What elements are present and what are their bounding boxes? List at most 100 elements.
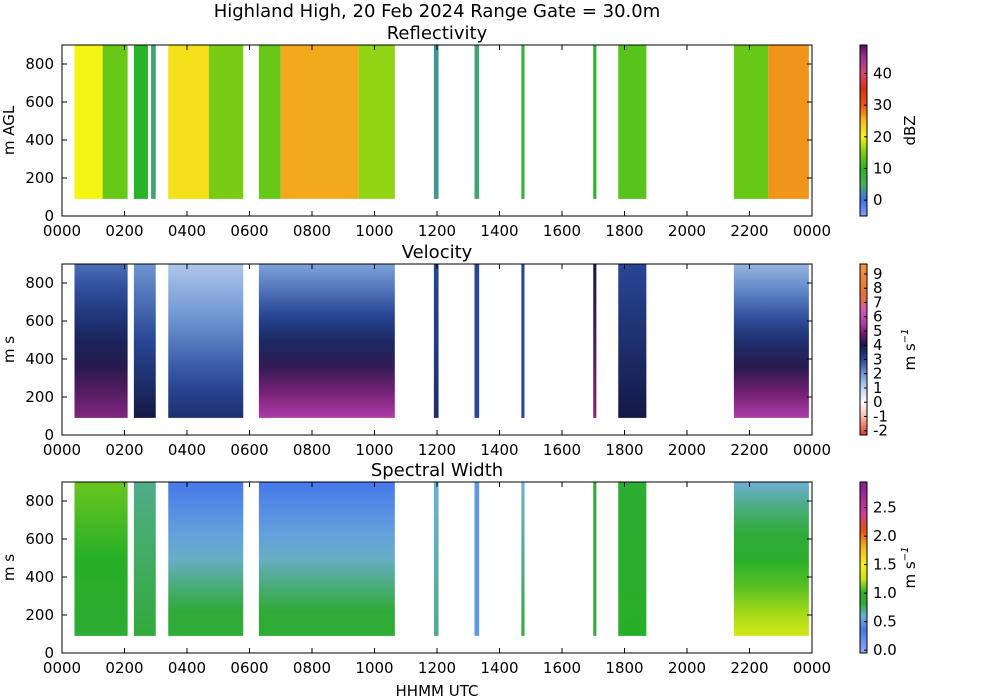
heatmap-segment (258, 264, 395, 418)
heatmap-segment (258, 482, 395, 636)
x-tick-label: 0000 (793, 659, 831, 677)
heatmap-segment (521, 264, 525, 418)
colorbar-tick-label: 9 (873, 265, 883, 283)
heatmap-segment (168, 482, 244, 636)
colorbar-tick-label: 0.0 (873, 641, 897, 659)
colorbar-tick-label: 6 (873, 308, 883, 326)
x-tick-label: 0600 (230, 222, 268, 240)
colorbar-tick-label: 30 (873, 96, 892, 114)
x-tick-label: 0000 (43, 441, 81, 459)
y-tick-label: 800 (25, 492, 54, 510)
x-tick-label: 2200 (730, 222, 768, 240)
x-tick-label: 1400 (480, 659, 518, 677)
y-tick-label: 600 (25, 93, 54, 111)
colorbar-tick-label: 0 (873, 191, 883, 209)
x-tick-label: 0600 (230, 659, 268, 677)
heatmap-segment (733, 482, 809, 636)
colorbar-tick-label: 1 (873, 379, 883, 397)
heatmap-segment (618, 482, 647, 636)
x-tick-label: 1800 (605, 659, 643, 677)
x-tick-label: 0400 (168, 441, 206, 459)
y-tick-label: 200 (25, 606, 54, 624)
x-tick-label: 0000 (793, 441, 831, 459)
y-axis-label: m s (0, 554, 18, 581)
colorbar (859, 263, 868, 436)
heatmap-segment (74, 45, 103, 199)
heatmap-segment (280, 45, 359, 199)
x-tick-label: 1200 (418, 659, 456, 677)
panel-title: Spectral Width (371, 460, 503, 481)
heatmap-segment (133, 264, 156, 418)
x-tick-label: 0200 (105, 659, 143, 677)
heatmap-segment (593, 482, 597, 636)
heatmap-segment (133, 45, 148, 199)
heatmap-segment (733, 264, 809, 418)
y-tick-label: 800 (25, 55, 54, 73)
y-tick-label: 400 (25, 131, 54, 149)
y-tick-label: 0 (44, 644, 54, 662)
y-tick-label: 0 (44, 207, 54, 225)
y-tick-label: 0 (44, 426, 54, 444)
heatmap-segment (358, 45, 395, 199)
heatmap-segment (258, 45, 281, 199)
x-tick-label: 1600 (543, 222, 581, 240)
y-tick-label: 200 (25, 388, 54, 406)
x-tick-label: 1800 (605, 441, 643, 459)
colorbar-tick-label: 0 (873, 393, 883, 411)
heatmap-segment (733, 45, 769, 199)
heatmap-segment (768, 45, 809, 199)
colorbar-tick-label: 4 (873, 336, 883, 354)
heatmap-segment (168, 45, 209, 199)
colorbar-tick-label: 2 (873, 365, 883, 383)
x-tick-label: 0000 (43, 659, 81, 677)
heatmap-segment (133, 482, 156, 636)
colorbar-tick-label: 8 (873, 279, 883, 297)
colorbar-tick-label: 10 (873, 160, 892, 178)
heatmap-segment (521, 45, 525, 199)
heatmap-segment (433, 482, 439, 636)
colorbar-tick-label: 20 (873, 128, 892, 146)
heatmap-segment (593, 264, 597, 418)
x-tick-label: 0000 (793, 222, 831, 240)
colorbar-tick-label: 3 (873, 350, 883, 368)
colorbar (859, 481, 868, 654)
heatmap-segment (474, 264, 480, 418)
x-tick-label: 1400 (480, 441, 518, 459)
x-tick-label: 0000 (43, 222, 81, 240)
colorbar-tick-label: -1 (873, 407, 888, 425)
colorbar-tick-label: -2 (873, 422, 888, 440)
heatmap-segment (102, 45, 128, 199)
colorbar-tick-label: 5 (873, 322, 883, 340)
y-axis-label: m AGL (0, 105, 18, 155)
x-tick-label: 1400 (480, 222, 518, 240)
x-tick-label: 1600 (543, 441, 581, 459)
colorbar-label: dBZ (901, 115, 919, 145)
heatmap-segment (474, 45, 480, 199)
x-tick-label: 2200 (730, 441, 768, 459)
x-tick-label: 2000 (668, 222, 706, 240)
x-tick-label: 1200 (418, 441, 456, 459)
x-tick-label: 1600 (543, 659, 581, 677)
x-tick-label: 0800 (293, 222, 331, 240)
y-tick-label: 600 (25, 530, 54, 548)
x-tick-label: 0800 (293, 441, 331, 459)
colorbar-tick-label: 2.0 (873, 527, 897, 545)
x-tick-label: 1000 (355, 659, 393, 677)
colorbar-tick-label: 2.5 (873, 499, 897, 517)
heatmap-segment (74, 482, 128, 636)
y-tick-label: 200 (25, 169, 54, 187)
heatmap-segment (433, 45, 439, 199)
y-tick-label: 400 (25, 568, 54, 586)
heatmap-segment (151, 45, 156, 199)
colorbar-label: m s−1 (900, 329, 919, 371)
colorbar-tick-label: 1.0 (873, 584, 897, 602)
x-tick-label: 0400 (168, 659, 206, 677)
y-tick-label: 800 (25, 274, 54, 292)
x-tick-label: 1800 (605, 222, 643, 240)
x-tick-label: 0600 (230, 441, 268, 459)
x-tick-label: 2000 (668, 659, 706, 677)
y-tick-label: 600 (25, 312, 54, 330)
panel-title: Reflectivity (387, 23, 488, 44)
x-tick-label: 0400 (168, 222, 206, 240)
